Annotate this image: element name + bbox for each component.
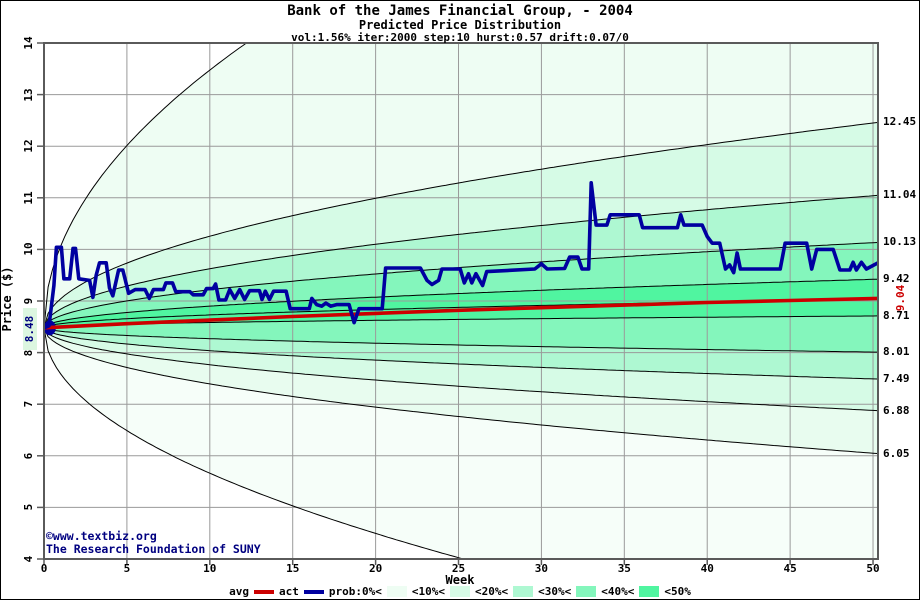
right-axis-price-label: 7.49: [883, 372, 910, 386]
x-axis-tick-label: 40: [700, 562, 714, 575]
right-axis-price-label: 6.88: [883, 403, 910, 417]
chart-subtitle: Predicted Price Distribution: [358, 18, 562, 32]
probability-band: [44, 242, 878, 328]
probability-band: [44, 327, 878, 411]
band-boundary-curve: [44, 194, 878, 329]
y-axis-tick-label: 10: [22, 242, 35, 257]
x-axis-tick-label: 0: [40, 562, 48, 575]
copyright-org: The Research Foundation of SUNY: [46, 542, 261, 556]
probability-band: [44, 315, 878, 353]
band-boundary-curve: [44, 327, 878, 454]
chart-parameters: vol:1.56% iter:2000 step:10 hurst:0.57 d…: [291, 31, 629, 44]
avg-end-price-label: 9.04: [894, 285, 907, 312]
band-boundary-curve: [44, 122, 878, 328]
chart-legend: avg act prob:0%< <10%< <20%< <30%< <40%< <50%: [1, 585, 919, 598]
probability-band: [44, 327, 878, 454]
x-axis-tick-label: 15: [286, 562, 300, 575]
probability-band: [44, 327, 878, 379]
probability-band: [44, 279, 878, 328]
right-axis-price-label: 12.45: [883, 115, 917, 129]
legend-label: prob:0%<: [328, 585, 382, 598]
probability-band: [44, 327, 878, 559]
y-axis-tick-label: 12: [22, 139, 35, 153]
legend-label: avg: [229, 585, 249, 598]
x-axis-tick-label: 50: [866, 562, 880, 575]
series-avg: [44, 296, 878, 330]
y-axis-tick-label: 13: [22, 87, 35, 102]
series-act: [44, 181, 878, 330]
y-axis-tick-label: 11: [22, 191, 35, 205]
x-axis-tick-label: 45: [783, 562, 797, 575]
legend-label: <40%<: [601, 585, 635, 598]
legend-band-swatch: [576, 586, 597, 597]
legend-label: <30%<: [538, 585, 572, 598]
y-axis-title: Price ($): [0, 266, 14, 332]
right-axis-price-label: 6.05: [883, 446, 910, 460]
x-axis-tick-label: 25: [451, 562, 466, 575]
right-axis-price-label: 11.04: [883, 188, 917, 202]
x-axis-tick-label: 5: [123, 562, 131, 575]
right-axis-price-label: 8.71: [883, 308, 910, 322]
probability-band: [44, 43, 878, 328]
copyright-url: ©www.textbiz.org: [46, 529, 157, 543]
y-axis-tick-label: 6: [22, 452, 35, 460]
legend-line-swatch: [303, 589, 324, 594]
band-boundary-curve: [44, 327, 878, 412]
legend-band-swatch: [513, 586, 534, 597]
start-price-label: 8.48: [23, 307, 37, 350]
y-axis-tick-label: 14: [22, 36, 35, 50]
legend-label: <10%<: [411, 585, 445, 598]
legend-label: <20%<: [474, 585, 509, 598]
probability-band: [44, 122, 878, 328]
band-boundary-curve: [44, 327, 878, 353]
chart-title: Bank of the James Financial Group, - 200…: [287, 3, 633, 19]
legend-band-swatch: [639, 586, 660, 597]
x-axis-tick-label: 30: [534, 562, 549, 575]
y-axis-tick-label: 5: [22, 504, 35, 511]
legend-label: act: [279, 585, 299, 598]
y-axis-tick-label: 7: [22, 400, 35, 408]
right-axis-price-label: 10.13: [883, 235, 917, 249]
band-boundary-curve: [44, 327, 878, 380]
x-axis-tick-label: 10: [203, 562, 217, 575]
legend-band-swatch: [386, 586, 407, 597]
probability-band: [44, 298, 878, 328]
right-axis-price-label: 8.01: [883, 345, 910, 359]
band-boundary-curve: [44, 278, 878, 329]
x-axis-tick-label: 35: [617, 562, 631, 575]
x-axis-tick-label: 20: [368, 562, 383, 575]
legend-label: <50%: [664, 585, 691, 598]
legend-line-swatch: [254, 589, 274, 594]
legend-band-swatch: [449, 586, 470, 597]
band-boundary-curve: [44, 43, 248, 328]
right-axis-price-label: 9.42: [883, 272, 910, 286]
x-axis-title: Week: [445, 573, 475, 587]
